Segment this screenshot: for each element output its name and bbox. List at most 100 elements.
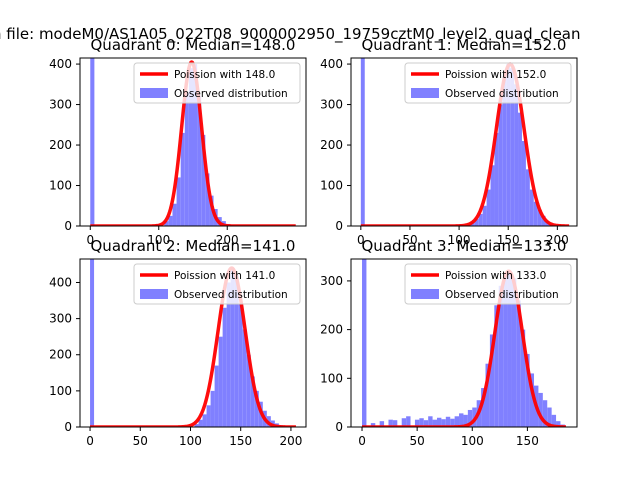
legend-hist-swatch	[140, 88, 168, 98]
y-tick-label: 100	[320, 179, 343, 193]
histogram-bar	[542, 400, 548, 427]
poisson-curve	[359, 62, 571, 226]
histogram-bar	[214, 365, 219, 427]
y-tick-label: 300	[320, 274, 343, 288]
y-tick-label: 300	[49, 98, 72, 112]
histogram-bar	[392, 420, 398, 427]
x-tick-label: 150	[516, 434, 539, 448]
legend-line-label: Poission with 133.0	[445, 270, 546, 282]
plot-area	[360, 259, 568, 427]
histogram-bar	[202, 414, 207, 427]
x-tick-label: 100	[461, 434, 484, 448]
histogram-bar	[481, 388, 486, 427]
histogram-bar	[406, 416, 411, 427]
histogram-bar	[551, 414, 557, 427]
legend: Poission with 152.0 Observed distribution	[404, 62, 572, 104]
axes-frame	[79, 57, 307, 227]
histogram-bar	[521, 140, 526, 226]
histogram-bar	[454, 416, 460, 427]
legend-hist-label: Observed distribution	[445, 88, 559, 100]
histogram-bar	[222, 307, 227, 427]
legend-hist-label: Observed distribution	[174, 88, 288, 100]
y-tick-label: 200	[49, 348, 72, 362]
histogram-bar	[379, 421, 385, 427]
histogram-bar	[485, 363, 490, 427]
plot-area	[359, 58, 571, 226]
subplot-title: Quadrant 0: Median=148.0	[91, 36, 296, 54]
legend-box	[404, 263, 572, 305]
x-tick-label: 150	[497, 233, 520, 247]
legend-hist-swatch	[411, 289, 439, 299]
subplot-quadrant-1: Quadrant 1: Median=152.0 0 50 100 150 200 0 100…	[320, 36, 578, 247]
x-tick-label: 0	[86, 434, 94, 448]
histogram-bar	[180, 132, 185, 226]
poisson-curve	[88, 266, 298, 427]
legend: Poission with 148.0 Observed distribution	[133, 62, 301, 104]
histogram-bar	[498, 104, 503, 226]
axes-frame	[350, 258, 578, 428]
histogram-bar	[498, 285, 504, 427]
legend-hist-swatch	[411, 88, 439, 98]
histogram-bar	[254, 390, 259, 427]
x-tick-label: 100	[147, 233, 170, 247]
y-tick-label: 300	[320, 98, 343, 112]
y-tick-label: 100	[320, 371, 343, 385]
x-tick-label: 50	[133, 434, 148, 448]
histogram-bar	[482, 205, 487, 226]
x-tick-label: 200	[216, 233, 239, 247]
histogram-bar	[230, 268, 235, 427]
histogram-bar	[547, 407, 552, 427]
histogram-bar	[360, 58, 365, 226]
histogram-bar	[494, 132, 499, 226]
histogram-bar	[362, 259, 367, 427]
figure-suptitle: n file: modeM0/AS1A05_022T08_9000002950_…	[0, 25, 581, 44]
histogram-bar	[193, 64, 198, 226]
histogram-bar	[218, 336, 223, 427]
histogram-bar	[450, 418, 455, 427]
y-tick-label: 0	[335, 420, 343, 434]
histogram-bar	[206, 405, 211, 427]
histogram-bar	[538, 392, 543, 427]
histogram-bar	[494, 305, 499, 427]
subplot-quadrant-2: Quadrant 2: Median=141.0 0 50 100 150 200 0 100…	[49, 237, 307, 448]
histogram-bar	[188, 68, 193, 226]
y-tick-label: 400	[320, 57, 343, 71]
subplot-title: Quadrant 2: Median=141.0	[91, 237, 296, 255]
y-tick-label: 400	[49, 275, 72, 289]
histogram-bar	[197, 96, 202, 226]
histogram-bar	[90, 259, 95, 427]
legend-hist-label: Observed distribution	[445, 289, 559, 301]
histogram-bar	[533, 201, 538, 226]
legend-box	[133, 263, 301, 305]
histogram-bar	[194, 424, 199, 427]
legend-hist-label: Observed distribution	[174, 289, 288, 301]
histogram-bar	[514, 84, 519, 226]
histogram-bar	[529, 373, 535, 427]
histogram-bar	[525, 169, 530, 226]
subplot-title: Quadrant 1: Median=152.0	[362, 36, 567, 54]
legend: Poission with 133.0 Observed distribution	[404, 263, 572, 305]
histogram-bar	[419, 418, 424, 427]
x-tick-label: 50	[410, 434, 425, 448]
histogram-bar	[172, 203, 177, 226]
histogram-bar	[168, 215, 173, 226]
histogram-bar	[525, 353, 530, 427]
histogram-bar	[510, 68, 515, 226]
histogram-bar	[184, 92, 189, 226]
x-tick-label: 0	[357, 233, 365, 247]
y-tick-label: 0	[335, 219, 343, 233]
histogram-bar	[490, 165, 495, 226]
histogram-bar	[176, 177, 181, 226]
axes-frame	[79, 258, 307, 428]
subplot-quadrant-0: Quadrant 0: Median=148.0 0 100 200 0 100 200 30…	[49, 36, 307, 247]
x-tick-label: 100	[448, 233, 471, 247]
histogram-bar	[474, 218, 479, 226]
x-tick-label: 150	[229, 434, 252, 448]
histogram-bar	[516, 300, 521, 427]
x-tick-label: 0	[86, 233, 94, 247]
histogram-bar	[537, 209, 542, 226]
x-tick-label: 200	[279, 434, 302, 448]
histogram-bar	[511, 278, 517, 427]
histogram-bar	[246, 354, 251, 427]
